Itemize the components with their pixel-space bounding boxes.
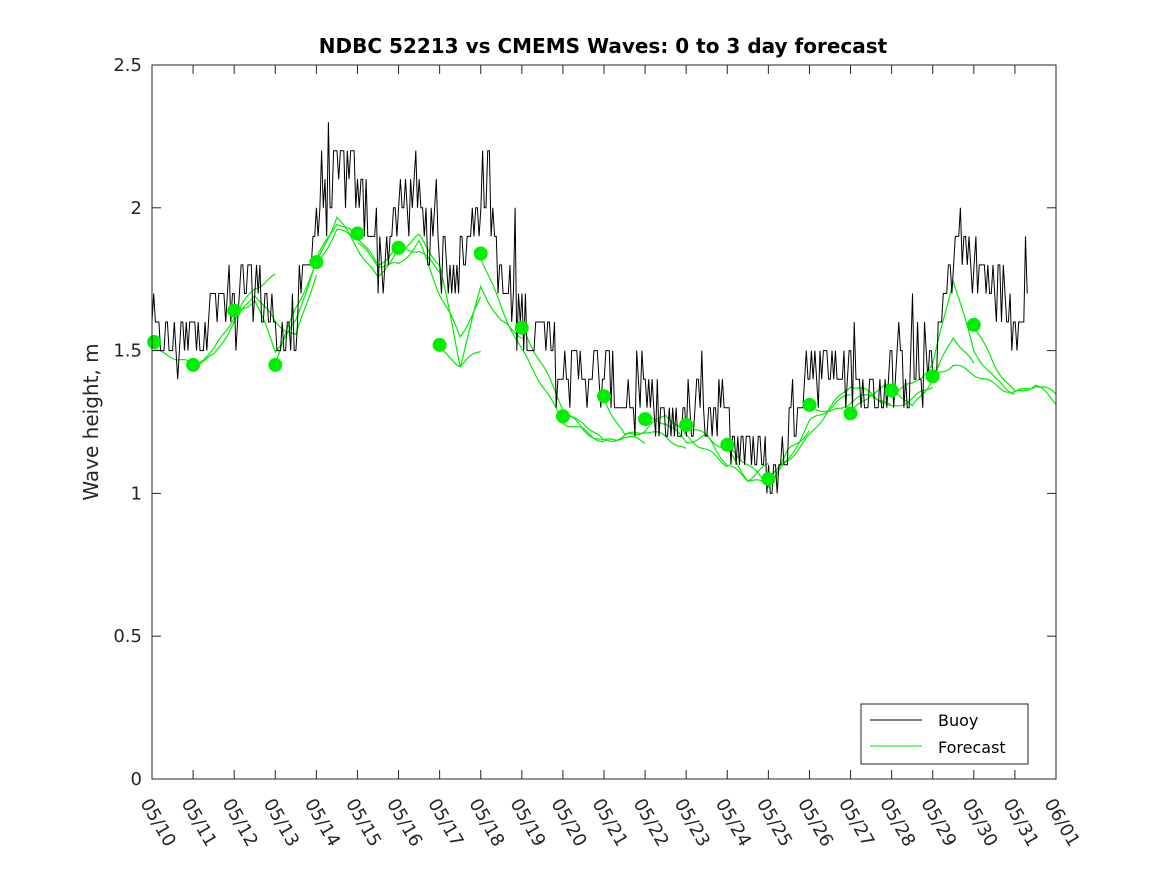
forecast-point-9 — [514, 320, 529, 335]
forecast-point-14 — [720, 437, 735, 452]
forecast-line-7 — [439, 348, 481, 368]
forecast-point-0 — [147, 335, 162, 349]
forecast-point-5 — [350, 226, 365, 241]
forecast-point-12 — [638, 412, 653, 427]
forecast-line-11 — [603, 399, 728, 468]
forecast-point-2 — [227, 303, 242, 318]
forecast-line-8 — [480, 258, 605, 443]
forecast-point-10 — [555, 409, 570, 424]
forecast-point-6 — [391, 240, 406, 255]
forecast-point-8 — [473, 246, 488, 261]
y-tick-label: 2.5 — [113, 55, 142, 76]
chart-title: NDBC 52213 vs CMEMS Waves: 0 to 3 day fo… — [319, 34, 888, 58]
forecast-point-20 — [966, 317, 981, 332]
forecast-line-20 — [973, 326, 1057, 405]
forecast-line-14 — [726, 393, 851, 489]
forecast-line-19 — [932, 364, 1057, 395]
forecast-line-9 — [521, 325, 646, 445]
forecast-line-17 — [850, 336, 975, 413]
y-tick-label: 2 — [131, 198, 142, 219]
legend: Buoy Forecast — [860, 703, 1029, 765]
forecast-line-18 — [891, 279, 1016, 395]
y-tick-label: 0.5 — [113, 626, 142, 647]
forecast-point-7 — [432, 337, 447, 352]
legend-buoy-label: Buoy — [938, 711, 978, 730]
forecast-point-11 — [597, 389, 611, 404]
y-tick-label: 0 — [131, 769, 142, 790]
forecast-point-18 — [884, 383, 899, 398]
forecast-point-13 — [679, 417, 694, 432]
y-tick-label: 1.5 — [113, 341, 142, 362]
forecast-point-16 — [802, 397, 817, 412]
forecast-line-16 — [809, 386, 934, 413]
legend-box — [860, 703, 1029, 765]
forecast-point-15 — [761, 472, 776, 487]
plot-lines — [147, 122, 1057, 494]
forecast-point-3 — [268, 357, 283, 372]
forecast-line-15 — [767, 386, 892, 482]
buoy-line — [151, 122, 1028, 494]
y-tick-label: 1 — [131, 483, 142, 504]
forecast-point-1 — [186, 357, 201, 372]
forecast-point-19 — [925, 369, 940, 384]
forecast-point-17 — [843, 406, 858, 421]
y-axis-label: Wave height, m — [79, 343, 103, 500]
forecast-point-4 — [309, 255, 324, 270]
legend-forecast-label: Forecast — [938, 738, 1006, 757]
